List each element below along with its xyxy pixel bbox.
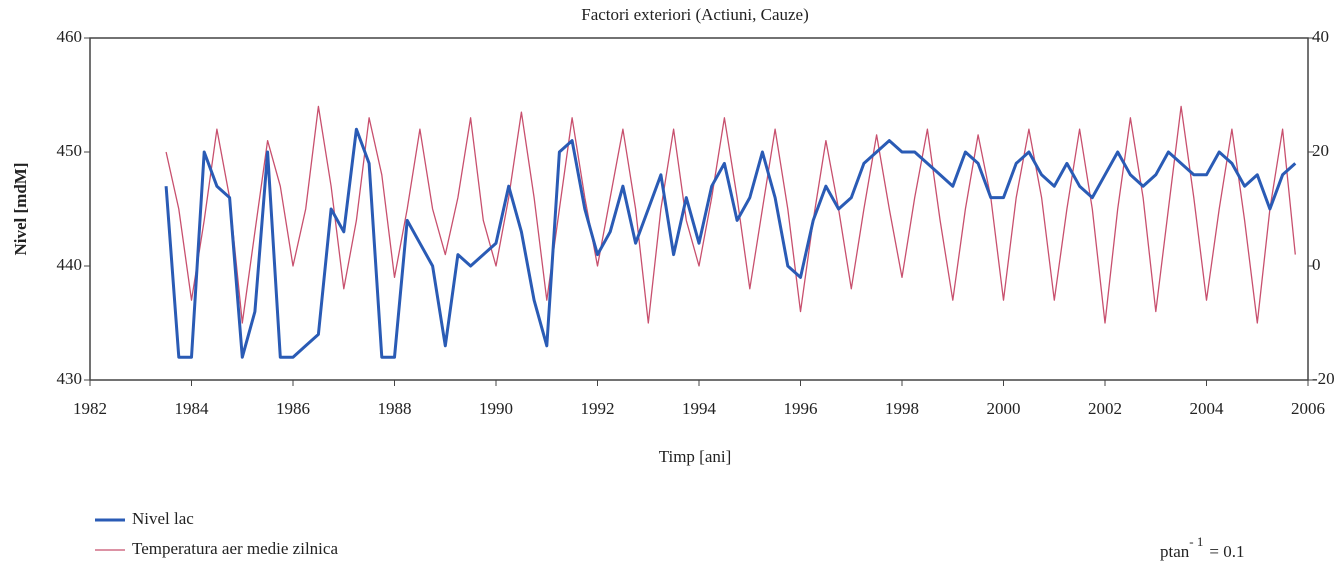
- y2-tick-label: -20: [1312, 369, 1334, 388]
- x-tick-label: 1998: [885, 399, 919, 418]
- chart-title: Factori exteriori (Actiuni, Cauze): [581, 5, 809, 24]
- series-line: [165, 105, 1296, 324]
- x-tick-label: 1996: [784, 399, 818, 418]
- x-axis-label: Timp [ani]: [659, 447, 732, 466]
- y-tick-label: 450: [57, 141, 83, 160]
- y-tick-label: 440: [57, 255, 83, 274]
- x-tick-label: 2000: [987, 399, 1021, 418]
- annotation: ptan- 1= 0.1: [1160, 534, 1244, 561]
- y-tick-label: 430: [57, 369, 83, 388]
- x-tick-label: 1984: [175, 399, 210, 418]
- y2-tick-label: 0: [1312, 255, 1321, 274]
- x-tick-label: 1992: [581, 399, 615, 418]
- x-tick-label: 1990: [479, 399, 513, 418]
- series-line: [164, 127, 1297, 359]
- x-tick-label: 2004: [1190, 399, 1225, 418]
- x-tick-label: 1988: [378, 399, 412, 418]
- y-axis-label: Nivel [mdM]: [11, 162, 30, 255]
- y2-tick-label: 40: [1312, 27, 1329, 46]
- y-tick-label: 460: [57, 27, 83, 46]
- x-tick-label: 1994: [682, 399, 717, 418]
- legend-label: Temperatura aer medie zilnica: [132, 539, 338, 558]
- legend-label: Nivel lac: [132, 509, 194, 528]
- x-tick-label: 2002: [1088, 399, 1122, 418]
- y2-tick-label: 20: [1312, 141, 1329, 160]
- x-tick-label: 2006: [1291, 399, 1325, 418]
- x-tick-label: 1982: [73, 399, 107, 418]
- plot-frame: [89, 37, 1309, 381]
- x-tick-label: 1986: [276, 399, 310, 418]
